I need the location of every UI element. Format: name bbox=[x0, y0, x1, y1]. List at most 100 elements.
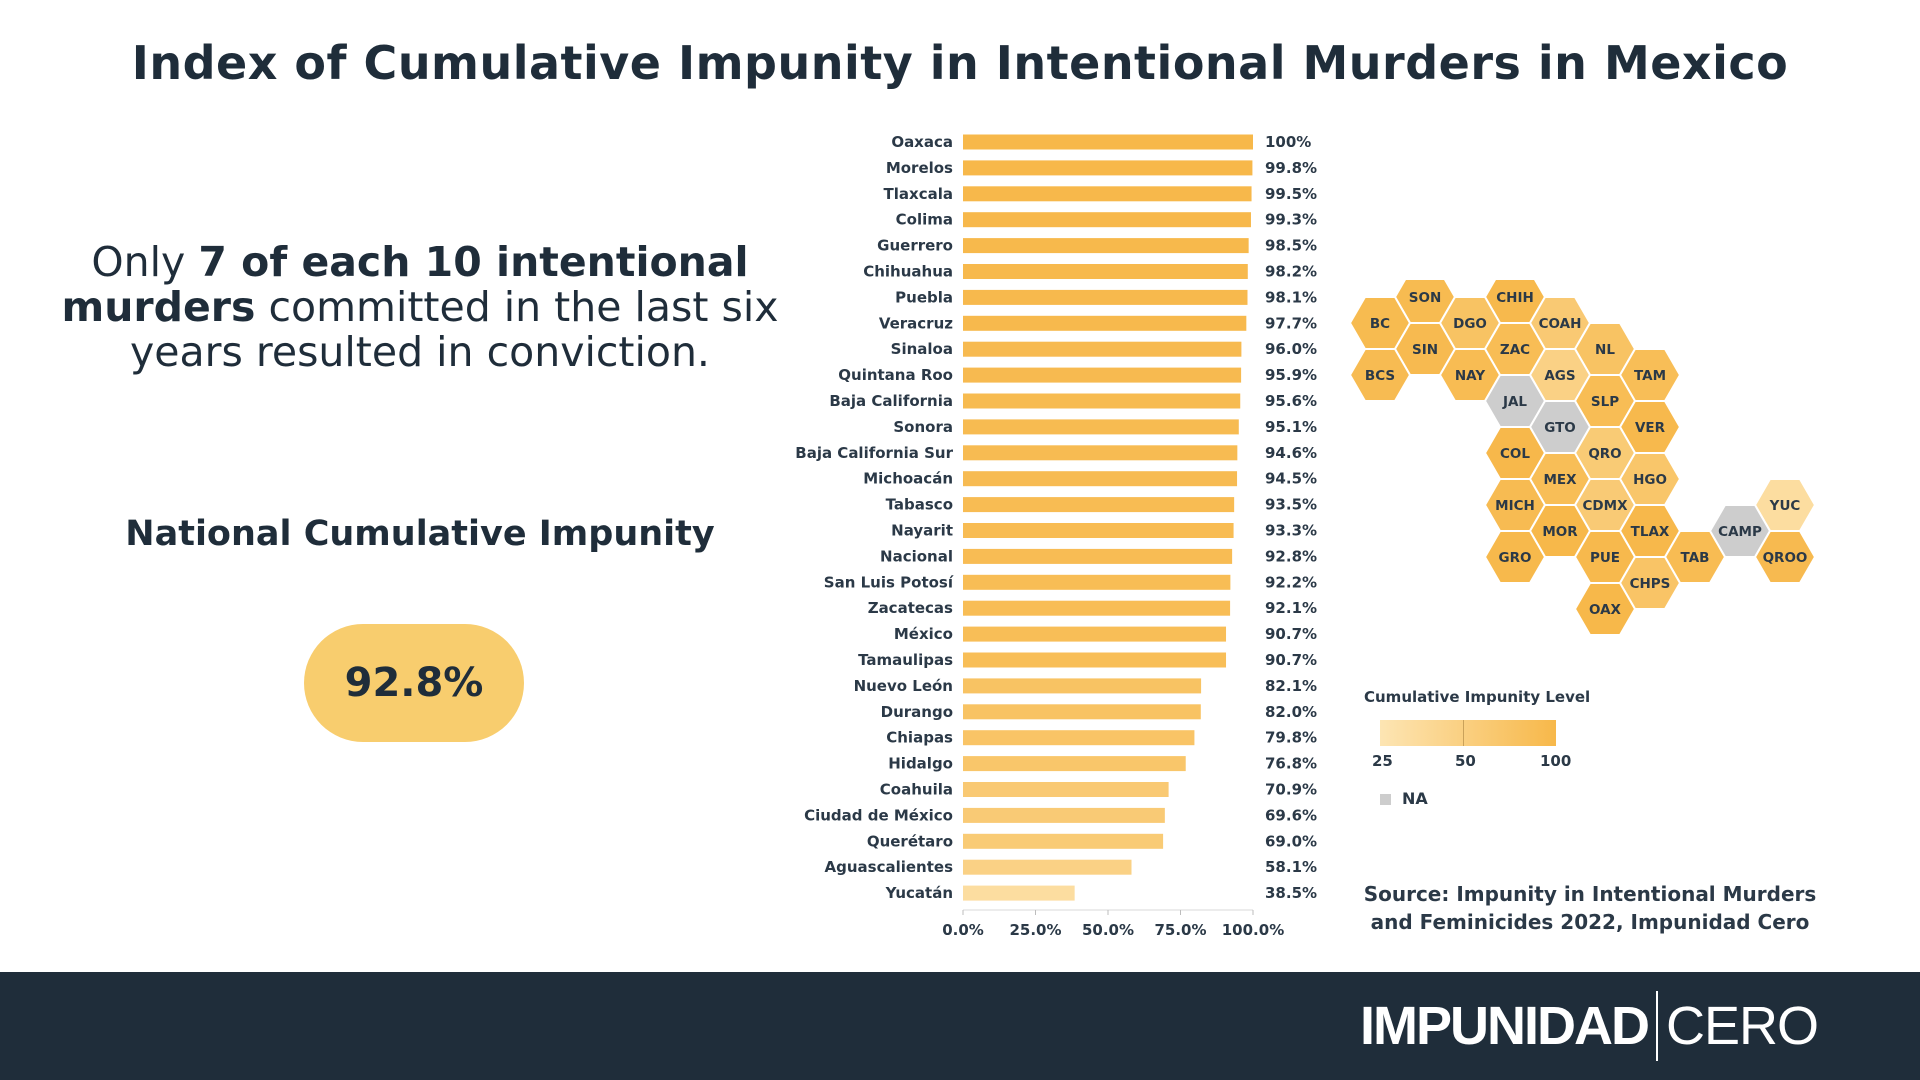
bar-category-label: Baja California Sur bbox=[795, 444, 953, 462]
hex-tile-label: HGO bbox=[1633, 472, 1667, 488]
bar bbox=[963, 367, 1242, 383]
bar-category-label: Chiapas bbox=[886, 729, 953, 747]
bar-category-label: Morelos bbox=[886, 159, 953, 177]
bar-value-label: 95.9% bbox=[1265, 366, 1317, 384]
hex-tile-label: NAY bbox=[1455, 368, 1485, 384]
bar-category-label: Coahuila bbox=[880, 781, 953, 799]
bar-category-label: Sonora bbox=[893, 418, 953, 436]
bar-value-label: 98.1% bbox=[1265, 288, 1317, 306]
bar-category-label: Durango bbox=[881, 703, 953, 721]
legend-na-label: NA bbox=[1402, 789, 1428, 808]
bar-value-label: 96.0% bbox=[1265, 340, 1317, 358]
bar bbox=[963, 471, 1238, 487]
bar-category-label: Colima bbox=[896, 211, 953, 229]
hex-tile-label: JAL bbox=[1502, 394, 1527, 410]
x-tick-label: 100.0% bbox=[1222, 921, 1284, 939]
impunidad-cero-logo: IMPUNIDAD CERO bbox=[1359, 972, 1819, 1080]
bar bbox=[963, 782, 1169, 797]
hex-tile-label: MEX bbox=[1543, 472, 1577, 488]
bar bbox=[963, 859, 1132, 875]
bar-category-label: San Luis Potosí bbox=[824, 573, 954, 591]
statement-part1: Only bbox=[91, 238, 199, 286]
bar-value-label: 99.8% bbox=[1265, 159, 1317, 177]
hex-tile bbox=[1753, 530, 1817, 584]
bar bbox=[963, 160, 1253, 176]
legend-label-min: 25 bbox=[1372, 752, 1393, 770]
bar-category-label: Nacional bbox=[880, 547, 953, 565]
bar-category-label: Baja California bbox=[829, 392, 953, 410]
x-tick-label: 25.0% bbox=[1009, 921, 1061, 939]
hex-tile-label: QROO bbox=[1763, 550, 1808, 566]
bar-value-label: 90.7% bbox=[1265, 651, 1317, 669]
bar bbox=[963, 885, 1075, 901]
source-note: Source: Impunity in Intentional Murders … bbox=[1363, 882, 1817, 934]
bar bbox=[963, 419, 1239, 435]
hex-tile-label: TAB bbox=[1681, 550, 1710, 566]
hex-tile-label: BC bbox=[1370, 316, 1390, 332]
bar bbox=[963, 341, 1242, 357]
statement-text: Only 7 of each 10 intentional murders co… bbox=[60, 240, 780, 375]
impunity-hex-map: SON CHIH BC DGO COAH SIN ZAC NL BCS NAY AGS TAM JAL S… bbox=[1350, 280, 1817, 636]
bar-value-label: 95.1% bbox=[1265, 418, 1317, 436]
legend-title: Cumulative Impunity Level bbox=[1364, 688, 1591, 706]
bar bbox=[963, 393, 1241, 409]
hex-tile-label: CDMX bbox=[1583, 498, 1629, 514]
hex-tile-label: CAMP bbox=[1718, 524, 1762, 540]
hex-tile-label: QRO bbox=[1588, 446, 1621, 462]
national-impunity-value: 92.8% bbox=[304, 624, 524, 742]
bar bbox=[963, 212, 1251, 228]
bar-value-label: 82.0% bbox=[1265, 703, 1317, 721]
hex-tile-label: GRO bbox=[1499, 550, 1532, 566]
hex-tile-label: SLP bbox=[1591, 394, 1619, 410]
bar bbox=[963, 678, 1202, 694]
hex-tile-label: MOR bbox=[1542, 524, 1578, 540]
hex-tile-label: COL bbox=[1500, 446, 1530, 462]
bar-category-label: Veracruz bbox=[879, 314, 953, 332]
hex-tile bbox=[1350, 348, 1412, 402]
logo-text-strong: IMPUNIDAD bbox=[1359, 996, 1650, 1056]
bar bbox=[963, 186, 1252, 202]
bar-category-label: Zacatecas bbox=[868, 599, 953, 617]
bar-value-label: 92.2% bbox=[1265, 573, 1317, 591]
hex-tile-label: BCS bbox=[1365, 368, 1395, 384]
logo-divider bbox=[1655, 991, 1658, 1061]
hex-tile-label: SON bbox=[1409, 290, 1442, 306]
bar-value-label: 93.3% bbox=[1265, 522, 1317, 540]
hex-tile-label: TLAX bbox=[1631, 524, 1670, 540]
hex-tile bbox=[1483, 530, 1547, 584]
bar-value-label: 90.7% bbox=[1265, 625, 1317, 643]
statement-part2: committed in the last six years resulted… bbox=[130, 283, 779, 376]
hex-tile-label: NL bbox=[1595, 342, 1615, 358]
bar-value-label: 95.6% bbox=[1265, 392, 1317, 410]
bar-category-label: Michoacán bbox=[863, 470, 953, 488]
hex-tile-label: TAM bbox=[1634, 368, 1666, 384]
logo-text-light: CERO bbox=[1665, 996, 1819, 1056]
hex-tile-label: YUC bbox=[1769, 498, 1801, 514]
bar-category-label: Oaxaca bbox=[891, 133, 953, 151]
legend-label-max: 100 bbox=[1540, 752, 1572, 770]
bar bbox=[963, 548, 1233, 564]
bar bbox=[963, 756, 1186, 772]
bar-category-label: Nayarit bbox=[891, 522, 953, 540]
bar-category-label: Ciudad de México bbox=[804, 806, 953, 824]
bar bbox=[963, 264, 1248, 279]
legend-color-bar bbox=[1380, 720, 1556, 746]
bar bbox=[963, 574, 1231, 590]
bar bbox=[963, 523, 1234, 538]
bar bbox=[963, 652, 1227, 668]
hex-tile-label: OAX bbox=[1589, 602, 1622, 618]
bar-category-label: Querétaro bbox=[867, 832, 953, 850]
hex-tile-label: COAH bbox=[1539, 316, 1582, 332]
bar bbox=[963, 730, 1195, 746]
bar-value-label: 70.9% bbox=[1265, 781, 1317, 799]
hex-tile-label: CHPS bbox=[1630, 576, 1671, 592]
bar-value-label: 94.6% bbox=[1265, 444, 1317, 462]
bar-value-label: 98.5% bbox=[1265, 237, 1317, 255]
hex-tile bbox=[1573, 582, 1637, 636]
bar-value-label: 97.7% bbox=[1265, 314, 1317, 332]
x-tick-label: 75.0% bbox=[1154, 921, 1206, 939]
bar bbox=[963, 445, 1238, 461]
hex-tile-label: GTO bbox=[1544, 420, 1576, 436]
bar-value-label: 69.0% bbox=[1265, 832, 1317, 850]
bar bbox=[963, 134, 1253, 150]
